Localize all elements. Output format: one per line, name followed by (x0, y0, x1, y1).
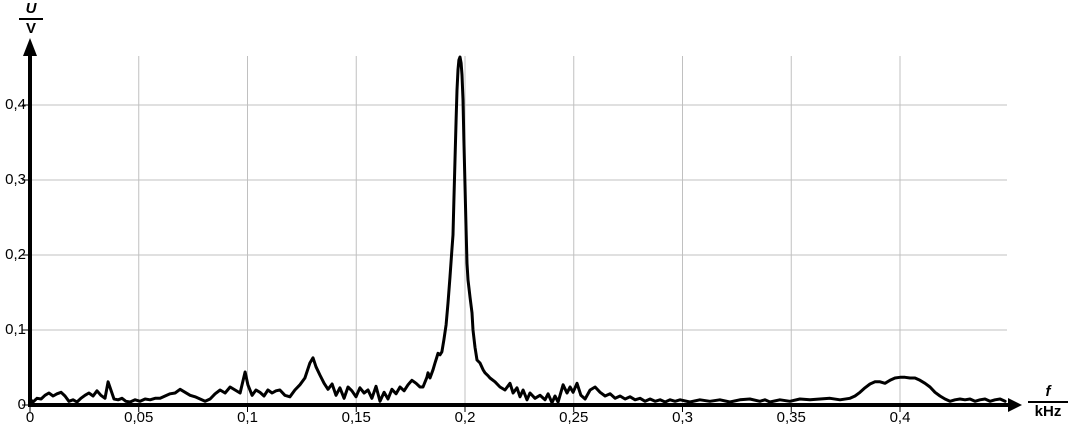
spectrum-curve (28, 55, 1007, 405)
x-tick-label: 0,4 (889, 409, 911, 426)
y-axis-label-numerator: U (19, 1, 43, 20)
y-tick-label: 0 (17, 396, 26, 413)
x-tick-label: 0,15 (341, 409, 371, 426)
gridlines (30, 56, 1007, 403)
y-tick-label: 0,4 (5, 96, 26, 113)
x-tick-label: 0,2 (454, 409, 476, 426)
x-axis-label: f kHz (1028, 384, 1068, 420)
y-tick-label: 0,3 (5, 171, 26, 188)
x-tick-label: 0,1 (237, 409, 258, 426)
x-axis-label-numerator: f (1028, 384, 1068, 403)
y-axis-label: U V (19, 1, 43, 37)
y-axis-arrow-icon (23, 38, 37, 56)
y-axis-label-denominator: V (25, 19, 36, 37)
x-axis-label-denominator: kHz (1034, 402, 1062, 420)
x-tick-label: 0,35 (776, 409, 806, 426)
x-tick-label: 0,3 (672, 409, 693, 426)
y-tick-label: 0,1 (5, 321, 26, 338)
x-axis-arrow-icon (1008, 398, 1022, 412)
x-tick-label: 0,05 (124, 409, 154, 426)
axis-tick-marks (22, 104, 901, 412)
x-tick-label: 0,25 (559, 409, 589, 426)
x-tick-label: 0 (25, 409, 35, 426)
y-tick-label: 0,2 (5, 246, 26, 263)
